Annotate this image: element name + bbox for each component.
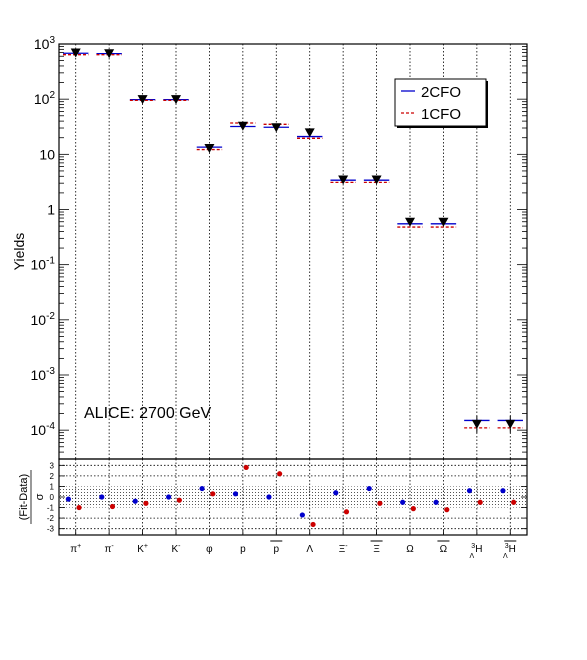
- residual-y-tick-label: 3: [50, 461, 55, 470]
- data-point: [271, 123, 282, 133]
- residual-point-2CFO: [433, 499, 439, 505]
- residual-point-2CFO: [199, 485, 205, 492]
- y-tick-label: 103: [34, 35, 56, 52]
- residual-point-1CFO: [310, 521, 316, 528]
- data-point: [371, 175, 382, 185]
- category-label: φ: [206, 544, 213, 555]
- category-label: K+: [137, 543, 148, 555]
- data-point: [505, 419, 516, 429]
- residual-point-2CFO: [132, 498, 138, 504]
- residual-y-tick-label: 0: [50, 493, 55, 502]
- legend-label: 2CFO: [421, 84, 461, 101]
- residual-point-1CFO: [377, 500, 383, 506]
- category-label: Ω: [440, 544, 448, 555]
- y-tick-label: 10-2: [31, 311, 56, 328]
- category-label: Ξ-: [339, 543, 349, 555]
- residual-point-2CFO: [65, 496, 71, 502]
- residual-point-1CFO: [410, 506, 416, 512]
- legend-label: 1CFO: [421, 106, 461, 123]
- residual-point-2CFO: [166, 494, 172, 500]
- residual-point-2CFO: [266, 494, 272, 500]
- y-tick-label: 10-3: [31, 366, 56, 383]
- data-point: [204, 144, 215, 154]
- residual-y-label: (Fit-Data) σ: [18, 470, 46, 524]
- y-tick-label: 1: [47, 201, 55, 217]
- data-point: [338, 175, 349, 185]
- residual-point-2CFO: [500, 488, 506, 494]
- residual-y-tick-label: -3: [47, 525, 55, 534]
- data-point: [471, 419, 482, 429]
- category-label: Ξ: [373, 544, 380, 555]
- residual-point-1CFO: [243, 464, 249, 471]
- residual-y-label-numerator: (Fit-Data): [18, 474, 30, 520]
- residual-point-1CFO: [210, 491, 216, 497]
- category-label: 3H: [505, 543, 516, 555]
- residual-y-tick-label: -2: [47, 514, 55, 523]
- y-tick-label: 102: [34, 90, 56, 107]
- category-label-sub: Λ: [503, 553, 508, 560]
- chart-annotation: ALICE: 2700 GeV: [84, 405, 212, 422]
- residual-point-1CFO: [477, 499, 483, 505]
- residual-point-1CFO: [109, 503, 116, 510]
- data-point: [304, 128, 315, 138]
- category-label: K-: [171, 543, 181, 555]
- residual-point-1CFO: [277, 471, 283, 477]
- category-label: Λ: [306, 544, 313, 555]
- data-point: [104, 49, 115, 59]
- residual-point-2CFO: [400, 499, 406, 505]
- category-label: 3H: [471, 543, 482, 555]
- data-point: [438, 217, 449, 227]
- residual-point-1CFO: [143, 500, 149, 506]
- y-axis-label: Yields: [11, 233, 27, 271]
- data-point: [405, 217, 415, 227]
- data-point: [237, 121, 248, 131]
- residual-y-tick-label: -1: [47, 504, 55, 513]
- residual-point-1CFO: [176, 497, 182, 503]
- residual-point-1CFO: [444, 507, 450, 513]
- category-label: p: [240, 544, 246, 555]
- data-point: [137, 95, 148, 105]
- residual-point-1CFO: [76, 504, 82, 511]
- data-point: [171, 95, 181, 105]
- residual-y-tick-label: 1: [50, 482, 55, 491]
- residual-point-2CFO: [466, 488, 473, 494]
- legend-box: [394, 78, 487, 127]
- y-tick-label: 10: [39, 146, 55, 162]
- category-label-sub: Λ: [470, 553, 475, 560]
- data-point: [70, 48, 81, 58]
- residual-y-label-denominator: σ: [34, 493, 46, 500]
- residual-point-2CFO: [232, 491, 239, 497]
- sigma-band: [59, 486, 527, 508]
- category-label: p: [274, 544, 280, 555]
- category-label: π-: [105, 543, 115, 555]
- y-tick-label: 10-4: [31, 421, 56, 438]
- category-label: Ω: [406, 544, 414, 555]
- residual-point-1CFO: [511, 499, 517, 505]
- y-tick-label: 10-1: [31, 256, 56, 273]
- residual-point-2CFO: [99, 494, 105, 500]
- residual-y-tick-label: 2: [50, 472, 55, 481]
- residual-point-2CFO: [299, 512, 305, 518]
- residual-point-2CFO: [366, 485, 372, 492]
- residual-point-2CFO: [333, 490, 339, 496]
- category-label: π+: [70, 543, 81, 555]
- residual-point-1CFO: [343, 509, 350, 515]
